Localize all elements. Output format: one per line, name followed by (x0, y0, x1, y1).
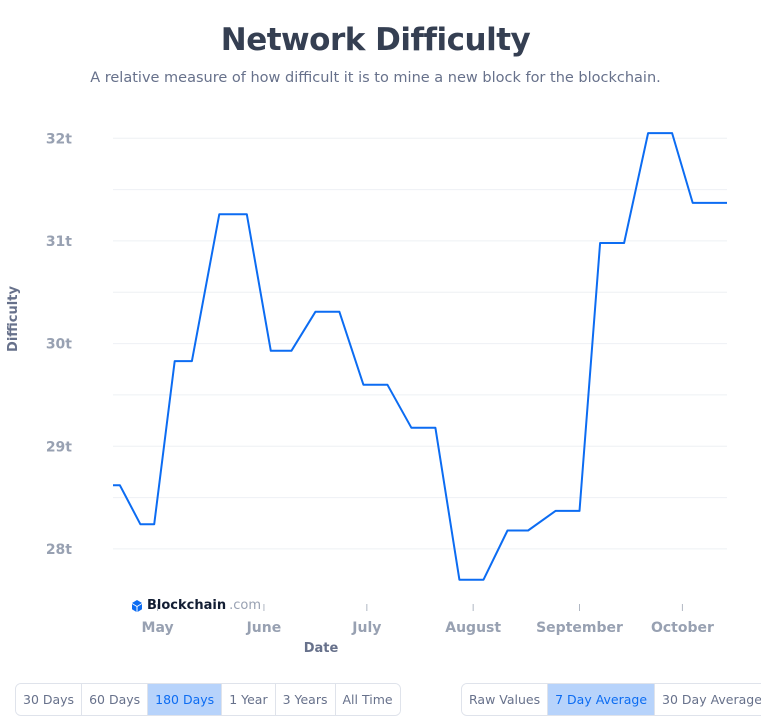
blockchain-logo-icon (132, 599, 142, 612)
range-180-days-button[interactable]: 180 Days (148, 684, 223, 715)
raw-values-button[interactable]: Raw Values (462, 684, 549, 715)
range-1-year-button[interactable]: 1 Year (222, 684, 276, 715)
y-tick-label: 28t (46, 542, 72, 558)
x-tick-label: June (246, 620, 282, 636)
watermark-tld: .com (229, 598, 261, 613)
range-30-days-button[interactable]: 30 Days (16, 684, 83, 715)
x-tick-label: August (445, 620, 501, 636)
difficulty-chart: 28t 29t 30t 31t 32t May June July August Septembe… (46, 131, 727, 656)
y-tick-label: 29t (46, 439, 72, 455)
difficulty-series-line (113, 132, 727, 581)
y-tick-label: 30t (46, 337, 72, 353)
seven-day-average-button[interactable]: 7 Day Average (548, 684, 656, 715)
page-subtitle: A relative measure of how difficult it i… (90, 70, 661, 86)
x-tick-label: September (536, 620, 623, 636)
x-tick-label: July (351, 620, 381, 636)
average-selector: Raw Values 7 Day Average 30 Day Average (461, 683, 761, 716)
range-3-years-button[interactable]: 3 Years (275, 684, 336, 715)
x-tick-label: May (142, 620, 174, 636)
y-tick-label: 31t (46, 234, 72, 250)
watermark-brand: Blockchain (147, 598, 227, 613)
page-title: Network Difficulty (220, 22, 531, 58)
x-axis-label: Date (304, 641, 339, 656)
range-all-time-button[interactable]: All Time (335, 684, 400, 715)
thirty-day-average-button[interactable]: 30 Day Average (655, 684, 761, 715)
y-axis-label: Difficulty (6, 286, 21, 352)
time-range-selector: 30 Days 60 Days 180 Days 1 Year 3 Years … (15, 683, 401, 716)
x-tick-label: October (651, 620, 714, 636)
y-tick-label: 32t (46, 131, 72, 147)
blockchain-watermark: Blockchain .com (130, 598, 261, 613)
range-60-days-button[interactable]: 60 Days (82, 684, 149, 715)
